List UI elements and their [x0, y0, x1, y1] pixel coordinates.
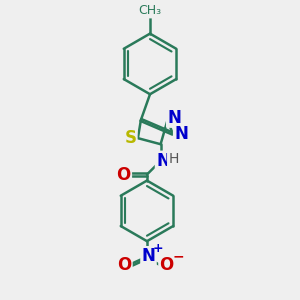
Text: O: O [117, 256, 131, 274]
Text: +: + [153, 242, 164, 255]
Text: N: N [167, 109, 181, 127]
Text: O: O [160, 256, 174, 274]
Text: N: N [142, 247, 155, 265]
Text: CH₃: CH₃ [138, 4, 162, 17]
Text: H: H [168, 152, 178, 167]
Text: O: O [116, 166, 131, 184]
Text: N: N [174, 124, 188, 142]
Text: N: N [156, 152, 170, 170]
Text: S: S [124, 129, 136, 147]
Text: −: − [172, 250, 184, 264]
